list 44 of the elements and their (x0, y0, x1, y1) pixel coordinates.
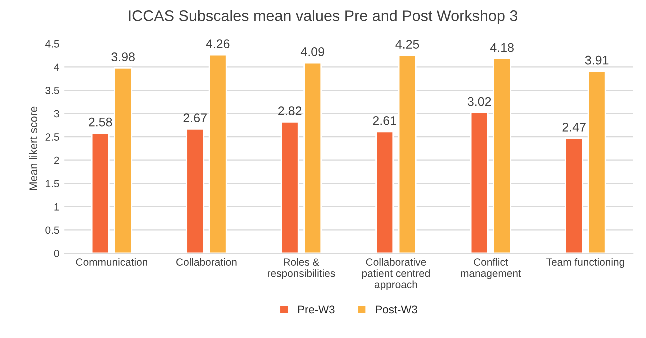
bar (493, 58, 512, 254)
x-tick-label: Conflict management (461, 258, 522, 280)
bar (91, 132, 110, 254)
data-label: 4.26 (206, 40, 230, 48)
data-label: 4.18 (490, 43, 514, 52)
data-label: 4.09 (300, 48, 324, 56)
bar (304, 62, 322, 254)
data-label: 2.82 (278, 106, 302, 116)
bar (376, 131, 394, 254)
y-tick-label: 4.5 (46, 40, 60, 48)
x-tick-label: Roles & responsibilities (268, 258, 336, 280)
x-tick-label: Collaborative patient centred approach (362, 258, 430, 291)
data-label: 3.91 (585, 56, 609, 65)
y-tick-label: 3.5 (46, 87, 60, 94)
y-tick-label: 2 (54, 156, 60, 164)
x-tick-label: Communication (76, 258, 148, 266)
chart-title: ICCAS Subscales mean values Pre and Post Workshop 3 (129, 10, 518, 24)
x-tick-label: Collaboration (176, 258, 237, 266)
data-label: 2.47 (562, 122, 586, 132)
x-tick-label: Team functioning (546, 258, 624, 268)
y-tick-label: 0.5 (46, 226, 60, 234)
y-tick-label: 3 (54, 110, 60, 118)
data-label: 2.61 (373, 116, 396, 126)
bar (280, 121, 300, 254)
data-label: 4.25 (396, 40, 420, 49)
y-tick-label: 2.5 (46, 134, 60, 141)
bar (470, 112, 489, 254)
y-axis-title: Mean likert score (29, 106, 38, 190)
bar (588, 70, 606, 254)
data-label: 3.98 (112, 52, 135, 62)
data-label: 2.58 (89, 118, 112, 127)
y-tick-label: 0 (54, 250, 60, 258)
legend-label: Pre-W3 (298, 306, 335, 314)
bar (114, 67, 133, 254)
data-label: 3.02 (468, 97, 492, 106)
bar (565, 138, 584, 254)
bar (208, 54, 228, 254)
bar (398, 54, 417, 254)
data-label: 2.67 (184, 114, 207, 123)
y-tick-label: 4 (54, 64, 60, 71)
y-tick-label: 1.5 (46, 180, 60, 188)
bar (186, 128, 205, 254)
y-tick-label: 1 (54, 204, 60, 211)
legend-label: Post-W3 (376, 306, 418, 314)
